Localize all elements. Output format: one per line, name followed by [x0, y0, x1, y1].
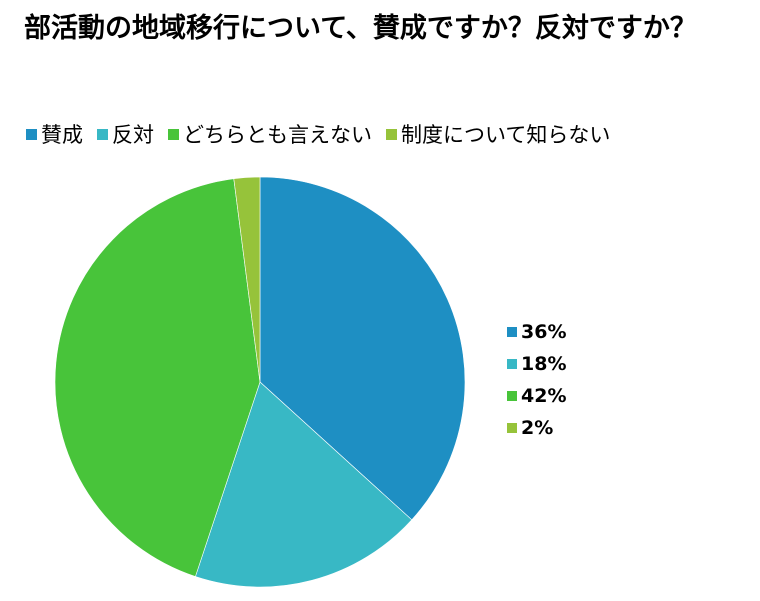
legend-swatch — [386, 128, 397, 140]
value-label: 42% — [521, 385, 567, 407]
slice-unaware — [233, 176, 261, 383]
value-label: 2% — [521, 417, 554, 439]
value-label: 36% — [521, 321, 567, 343]
legend-item-unaware: 制度について知らない — [386, 119, 610, 149]
legend-swatch — [507, 359, 517, 369]
legend-label: 反対 — [112, 123, 154, 147]
percentage-legend: 36% 18% 42% 2% — [507, 316, 566, 444]
legend-item-neutral: どちらとも言えない — [168, 119, 372, 149]
value-label: 18% — [521, 353, 567, 375]
legend-item-disagree: 反対 — [97, 119, 154, 149]
value-legend-item: 18% — [507, 348, 566, 380]
slice-neutral — [54, 178, 261, 577]
legend-label: 制度について知らない — [401, 123, 611, 147]
chart-title: 部活動の地域移行について、賛成ですか？反対ですか？ — [24, 13, 697, 44]
legend-swatch — [97, 128, 108, 140]
slice-disagree — [195, 381, 413, 588]
slice-agree — [259, 176, 466, 521]
value-legend-item: 36% — [507, 316, 566, 348]
legend-swatch — [507, 391, 517, 401]
legend-item-agree: 賛成 — [26, 119, 83, 149]
legend-swatch — [507, 327, 517, 337]
value-legend-item: 2% — [507, 412, 566, 444]
legend-label: どちらとも言えない — [183, 123, 372, 147]
value-legend-item: 42% — [507, 380, 566, 412]
legend-swatch — [507, 423, 517, 433]
legend-swatch — [26, 128, 37, 140]
legend-label: 賛成 — [41, 123, 83, 147]
category-legend: 賛成 反対 どちらとも言えない 制度について知らない — [26, 119, 610, 149]
legend-swatch — [168, 128, 179, 140]
